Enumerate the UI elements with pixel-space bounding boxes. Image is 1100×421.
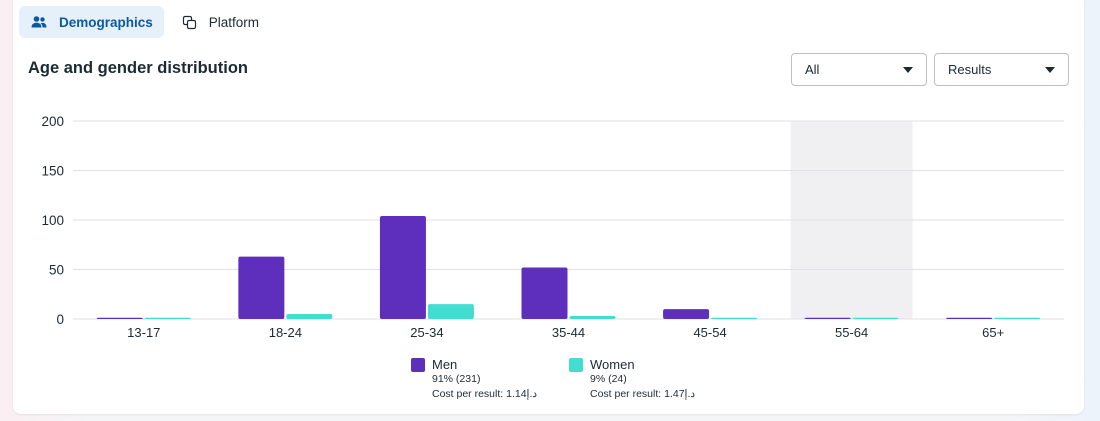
- legend-label-women: Women: [590, 357, 635, 372]
- y-tick-label: 150: [41, 164, 64, 179]
- x-tick-label: 13-17: [127, 325, 160, 340]
- bar-women-45-54: [711, 317, 758, 319]
- bar-women-55-64: [852, 317, 899, 319]
- demographics-card: Demographics Platform Age and gender dis…: [13, 0, 1084, 414]
- x-tick-label: 55-64: [835, 325, 868, 340]
- x-tick-label: 35-44: [552, 325, 585, 340]
- y-tick-label: 0: [56, 312, 64, 327]
- x-tick-label: 45-54: [693, 325, 726, 340]
- legend-share-men: 91% (231): [432, 373, 481, 385]
- x-tick-label: 25-34: [410, 325, 443, 340]
- legend-item-men[interactable]: Men 91% (231) Cost per result: 1.14د.إ: [411, 357, 537, 402]
- platform-icon: [182, 15, 197, 30]
- audience-dropdown[interactable]: All: [791, 53, 927, 86]
- metric-dropdown[interactable]: Results: [934, 53, 1069, 86]
- age-gender-bar-chart: 0 50 100 150 200 13-17 18-24 25-34 35-44 45-54 55-…: [41, 114, 1064, 340]
- bar-men-65+: [946, 317, 993, 319]
- section-title: Age and gender distribution: [28, 59, 249, 77]
- bar-men-35-44: [521, 267, 568, 319]
- bar-men-45-54: [663, 309, 710, 319]
- tab-platform[interactable]: Platform: [170, 6, 270, 38]
- bar-women-25-34: [427, 304, 474, 319]
- y-tick-label: 200: [41, 114, 64, 129]
- bar-women-65+: [994, 317, 1041, 319]
- tab-demographics[interactable]: Demographics: [19, 6, 164, 38]
- bar-men-13-17: [96, 317, 143, 319]
- legend-cost-women: Cost per result: 1.47د.إ: [590, 388, 696, 400]
- bar-women-18-24: [286, 314, 333, 319]
- bar-men-55-64: [804, 317, 851, 319]
- legend-share-women: 9% (24): [590, 373, 627, 385]
- legend-cost-men: Cost per result: 1.14د.إ: [432, 388, 538, 400]
- x-tick-label: 18-24: [269, 325, 302, 340]
- tab-platform-label: Platform: [208, 14, 260, 30]
- caret-down-icon: [1045, 66, 1055, 73]
- y-tick-label: 100: [41, 213, 64, 228]
- bar-women-13-17: [144, 317, 191, 319]
- caret-down-icon: [903, 66, 913, 73]
- tab-demographics-label: Demographics: [59, 14, 153, 30]
- audience-dropdown-value: All: [805, 62, 820, 77]
- people-icon: [31, 15, 47, 29]
- legend-swatch-men: [411, 357, 425, 372]
- bar-men-25-34: [379, 216, 426, 319]
- legend-item-women[interactable]: Women 9% (24) Cost per result: 1.47د.إ: [569, 357, 695, 402]
- y-tick-label: 50: [49, 263, 64, 278]
- tab-bar: Demographics Platform: [19, 6, 270, 38]
- bar-women-35-44: [569, 316, 616, 319]
- metric-dropdown-value: Results: [948, 62, 992, 77]
- bar-men-18-24: [238, 256, 285, 319]
- legend-swatch-women: [569, 357, 583, 372]
- legend-label-men: Men: [432, 357, 458, 372]
- x-tick-label: 65+: [982, 325, 1004, 340]
